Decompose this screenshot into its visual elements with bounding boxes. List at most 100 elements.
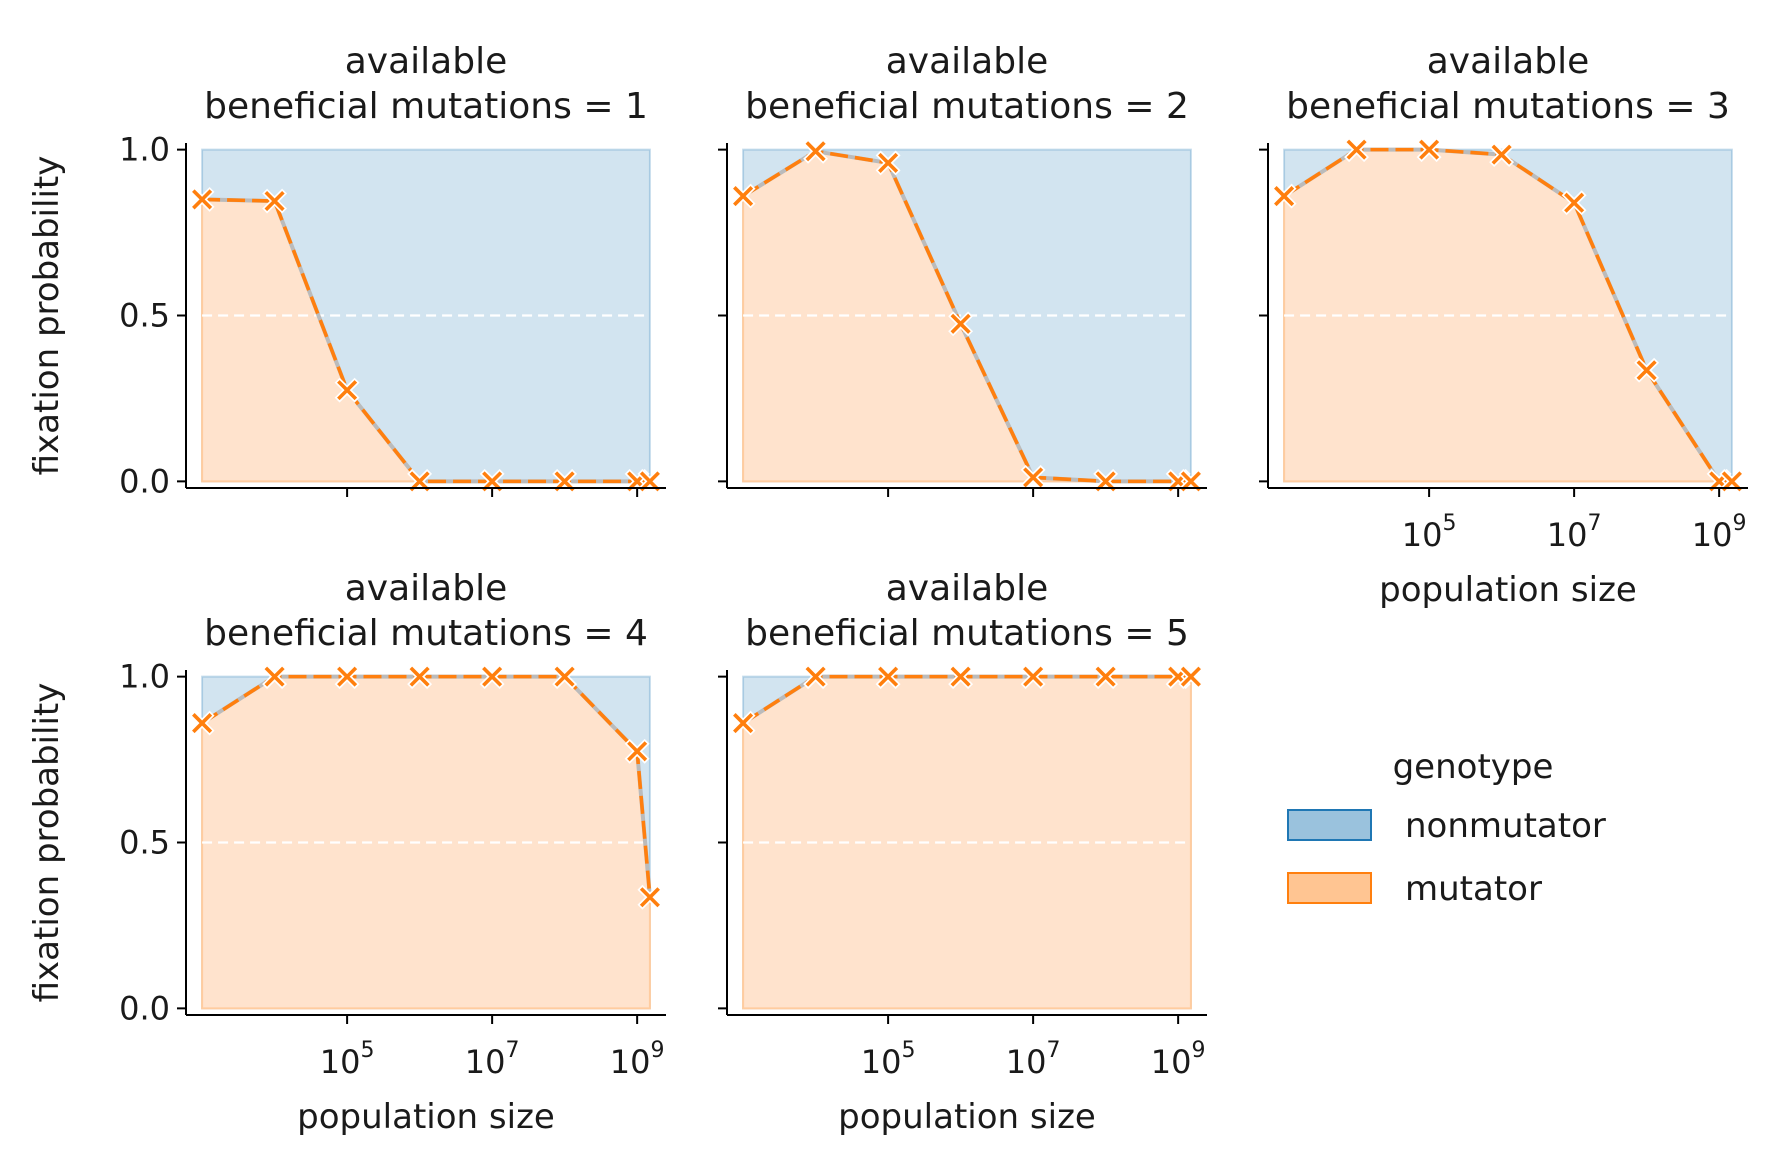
data-point — [1634, 357, 1660, 383]
data-point-mark — [639, 887, 660, 908]
x-tick-exponent: 7 — [505, 1038, 519, 1063]
data-point-mark — [1564, 192, 1585, 213]
data-point — [637, 884, 663, 910]
data-point-mark — [554, 471, 575, 492]
panel-mutation-count: 2 — [1166, 86, 1189, 127]
data-point-mark — [192, 713, 213, 734]
data-point-mark — [1274, 186, 1295, 207]
data-point-mark — [627, 741, 648, 762]
x-tick-exponent: 9 — [1733, 511, 1747, 536]
data-point — [948, 664, 974, 690]
data-point — [730, 183, 756, 209]
x-tick-label: 107 — [465, 1038, 520, 1081]
x-tick-exponent: 5 — [1442, 511, 1456, 536]
panel-title-line1: available — [886, 568, 1049, 609]
data-point-mark — [482, 666, 503, 687]
panel-mutation-count: 5 — [1166, 613, 1189, 654]
x-tick-base: 10 — [861, 1043, 902, 1081]
data-point — [189, 186, 215, 212]
data-point-mark — [409, 666, 430, 687]
data-point — [1489, 142, 1515, 168]
panel-title-line2: beneficial mutations = 4 — [204, 613, 648, 654]
panel-title-line2: beneficial mutations = 3 — [1286, 86, 1730, 127]
data-point-mark — [554, 666, 575, 687]
legend-label: mutator — [1405, 869, 1542, 909]
data-point-mark — [639, 471, 660, 492]
data-point-mark — [1180, 666, 1201, 687]
x-axis-label: population size — [838, 1097, 1096, 1137]
x-tick-base: 10 — [610, 1043, 651, 1081]
data-point-mark — [733, 713, 754, 734]
x-axis-label: population size — [297, 1097, 555, 1137]
legend-entry-mutator: mutator — [1287, 869, 1542, 909]
data-point-mark — [264, 191, 285, 212]
x-tick-label: 105 — [320, 1038, 375, 1081]
x-tick-label: 109 — [1692, 511, 1747, 554]
data-point — [262, 664, 288, 690]
data-point-mark — [878, 152, 899, 173]
data-point — [1178, 664, 1204, 690]
x-tick-base: 10 — [320, 1043, 361, 1081]
mutator-series-line — [742, 674, 1191, 725]
x-tick-base: 10 — [1692, 516, 1733, 554]
data-point — [1093, 468, 1119, 494]
x-tick-base: 10 — [1151, 1043, 1192, 1081]
data-point-mark — [805, 141, 826, 162]
data-point-mark — [950, 666, 971, 687]
x-tick-exponent: 5 — [901, 1038, 915, 1063]
data-point-mark — [733, 186, 754, 207]
data-point — [552, 468, 578, 494]
legend-title: genotype — [1393, 747, 1554, 787]
mutator-series-line — [201, 674, 652, 898]
x-tick-label: 109 — [610, 1038, 665, 1081]
data-point-mark — [337, 666, 358, 687]
data-point-mark — [1636, 360, 1657, 381]
data-point-mark — [805, 666, 826, 687]
x-tick-base: 10 — [465, 1043, 506, 1081]
data-point — [1093, 664, 1119, 690]
panel-title-text: beneficial mutations = — [745, 613, 1166, 654]
x-axis-label: population size — [1379, 570, 1637, 610]
y-tick-label: 0.0 — [119, 989, 170, 1027]
data-point — [637, 468, 663, 494]
panel-title-line2: beneficial mutations = 5 — [745, 613, 1189, 654]
legend-swatch — [1287, 872, 1372, 904]
data-point-mark — [337, 380, 358, 401]
panel-title-text: beneficial mutations = — [204, 613, 625, 654]
data-point — [803, 138, 829, 164]
data-point — [407, 664, 433, 690]
data-point-mark — [1180, 471, 1201, 492]
data-point-mark — [1419, 139, 1440, 160]
panel-title-line1: available — [886, 41, 1049, 82]
mutator-series-line — [202, 197, 650, 484]
data-point — [334, 377, 360, 403]
data-point-mark — [1023, 666, 1044, 687]
legend-swatch — [1287, 809, 1372, 841]
data-point-mark — [264, 666, 285, 687]
y-tick-label: 1.0 — [119, 658, 170, 696]
x-tick-base: 10 — [1006, 1043, 1047, 1081]
data-point — [262, 188, 288, 214]
panel-mutation-count: 3 — [1707, 86, 1730, 127]
data-point-mark — [192, 189, 213, 210]
panel-title-line2: beneficial mutations = 2 — [745, 86, 1189, 127]
y-axis-label: fixation probability — [27, 683, 67, 1003]
mutator-series-line — [742, 149, 1191, 484]
panel-title-line1: available — [345, 568, 508, 609]
x-tick-label: 107 — [1006, 1038, 1061, 1081]
panel-mutation-count: 1 — [625, 86, 648, 127]
data-point — [552, 664, 578, 690]
x-tick-label: 105 — [861, 1038, 916, 1081]
y-axis-label: fixation probability — [27, 156, 67, 476]
data-point-mark — [482, 471, 503, 492]
data-point — [875, 664, 901, 690]
data-point — [479, 664, 505, 690]
data-point — [1271, 183, 1297, 209]
panel-title-text: beneficial mutations = — [204, 86, 625, 127]
legend-label: nonmutator — [1405, 806, 1606, 846]
